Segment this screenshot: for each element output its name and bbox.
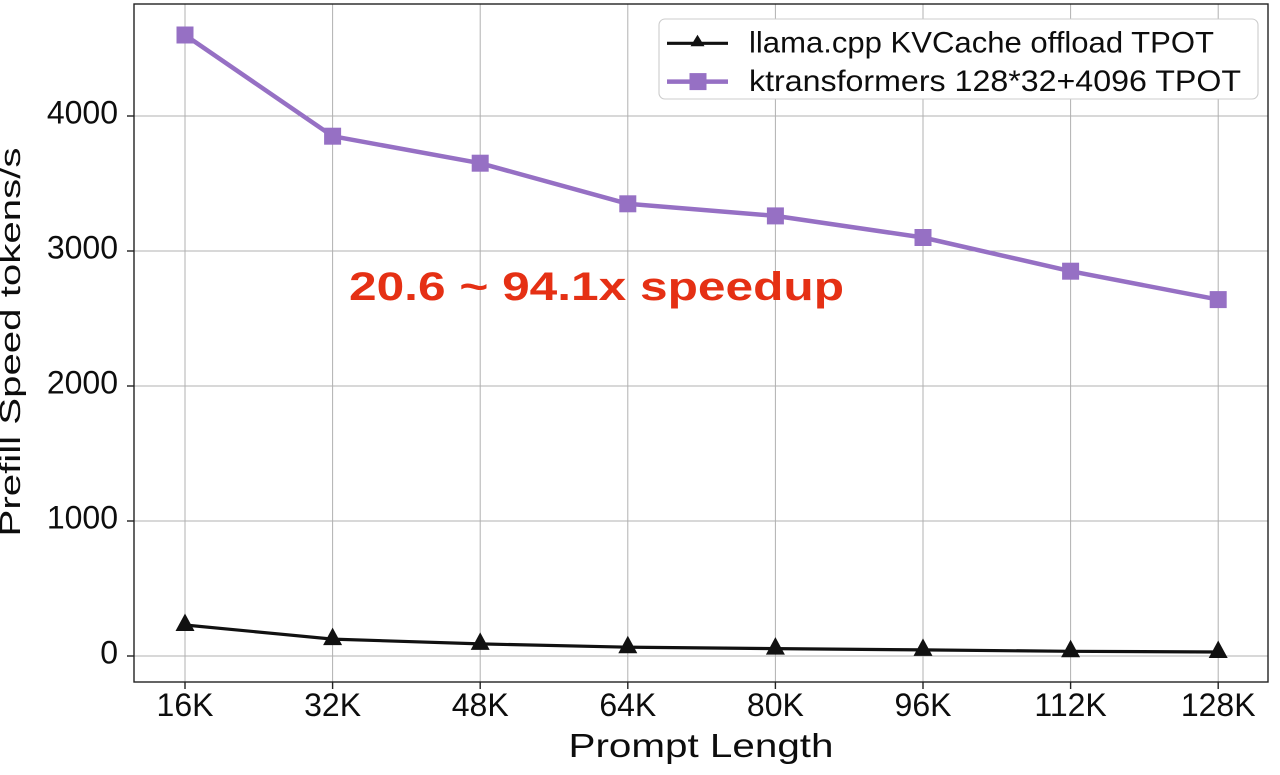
svg-text:0: 0 [100, 635, 118, 671]
svg-text:1000: 1000 [47, 500, 118, 536]
svg-text:2000: 2000 [47, 365, 118, 401]
svg-text:16K: 16K [157, 687, 214, 723]
svg-text:112K: 112K [1034, 687, 1106, 723]
svg-text:Prefill Speed tokens/s: Prefill Speed tokens/s [0, 148, 27, 537]
svg-text:20.6 ~ 94.1x speedup: 20.6 ~ 94.1x speedup [349, 265, 844, 309]
svg-text:48K: 48K [452, 687, 509, 723]
svg-text:80K: 80K [747, 687, 804, 723]
svg-text:128K: 128K [1181, 687, 1256, 723]
svg-text:3000: 3000 [47, 230, 118, 266]
svg-text:96K: 96K [895, 687, 952, 723]
svg-text:32K: 32K [304, 687, 361, 723]
svg-text:4000: 4000 [47, 95, 118, 131]
svg-text:ktransformers 128*32+4096 TPOT: ktransformers 128*32+4096 TPOT [749, 65, 1241, 98]
svg-text:llama.cpp KVCache offload TPOT: llama.cpp KVCache offload TPOT [749, 27, 1214, 60]
svg-text:64K: 64K [599, 687, 656, 723]
svg-text:Prompt Length: Prompt Length [569, 727, 834, 764]
